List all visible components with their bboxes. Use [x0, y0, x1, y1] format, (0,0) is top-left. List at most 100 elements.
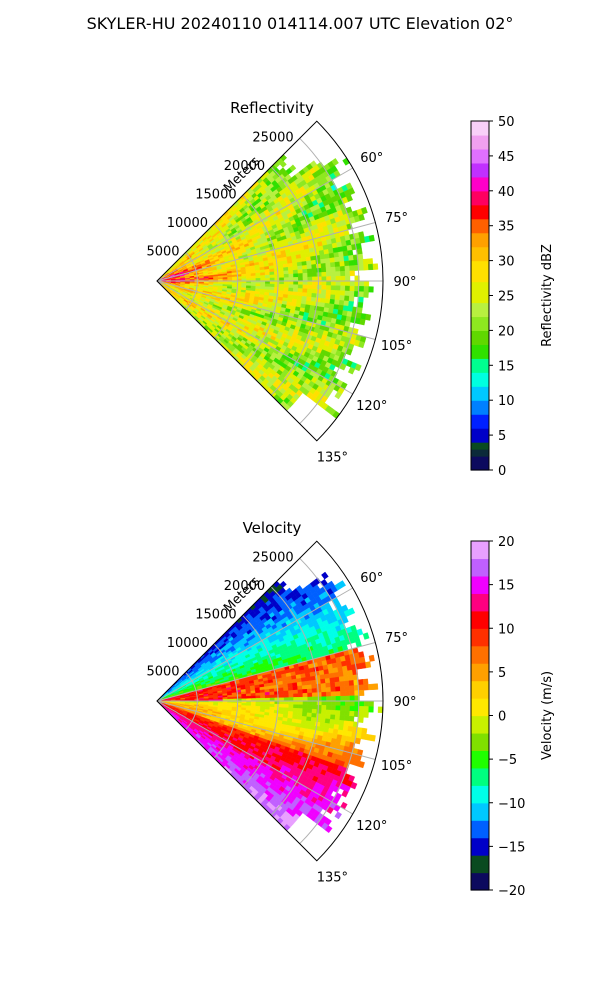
data-cell	[264, 274, 271, 279]
colorbar-tick-label: 20	[498, 324, 515, 339]
data-cell	[283, 686, 289, 692]
data-cell	[255, 283, 261, 287]
data-cell	[283, 266, 289, 272]
data-cell	[260, 692, 266, 696]
data-cell	[357, 253, 364, 261]
data-cell	[315, 713, 322, 719]
data-cell	[345, 275, 351, 282]
data-cell	[296, 681, 303, 687]
colorbar-swatch	[471, 229, 489, 234]
colorbar-tick-label: 30	[498, 255, 515, 270]
data-cell	[288, 277, 294, 282]
data-cell	[283, 707, 289, 712]
colorbar-swatch	[471, 232, 489, 237]
data-cell	[302, 284, 308, 290]
data-field	[156, 571, 384, 834]
data-cell	[316, 284, 322, 290]
data-cell	[307, 272, 313, 278]
data-cell	[264, 703, 271, 708]
data-cell	[340, 280, 346, 287]
data-cell	[335, 275, 341, 282]
colorbar-swatch	[471, 239, 489, 244]
colorbar-swatch	[471, 354, 489, 359]
colorbar-swatch	[471, 197, 489, 202]
data-cell	[311, 292, 317, 298]
colorbar-swatch	[471, 121, 489, 126]
angle-tick-label: 135°	[317, 450, 348, 465]
colorbar-swatch	[471, 344, 489, 349]
data-cell	[315, 259, 322, 265]
data-cell	[358, 296, 364, 303]
colorbar-swatch	[471, 285, 489, 290]
data-cell	[288, 690, 294, 695]
data-cell	[255, 272, 261, 277]
data-cell	[320, 678, 326, 685]
colorbar-swatch	[471, 312, 489, 318]
colorbar-swatch	[471, 169, 489, 174]
data-cell	[342, 305, 349, 312]
data-cell	[269, 274, 275, 279]
colorbar-tick-label: 35	[498, 220, 515, 235]
data-cell	[320, 293, 327, 299]
data-cell	[283, 693, 290, 698]
colorbar-swatch	[471, 208, 489, 213]
data-cell	[330, 280, 337, 286]
colorbar-swatch	[471, 449, 489, 454]
data-cell	[283, 273, 290, 278]
data-cell	[355, 242, 362, 250]
data-cell	[306, 708, 313, 714]
data-cell	[269, 268, 275, 273]
data-cell	[307, 704, 313, 710]
radial-tick-label: 5000	[146, 244, 179, 259]
data-cell	[320, 258, 326, 265]
data-cell	[357, 301, 364, 309]
data-cell	[311, 688, 318, 694]
colorbar-swatch	[471, 127, 489, 133]
data-cell	[325, 687, 332, 693]
colorbar-swatch	[471, 414, 489, 419]
colorbar-swatch	[471, 347, 489, 352]
colorbar-swatch	[471, 260, 489, 265]
data-cell	[307, 276, 313, 282]
data-cell	[264, 691, 271, 696]
data-cell	[264, 271, 271, 276]
data-cell	[344, 285, 351, 292]
data-cell	[296, 261, 303, 267]
colorbar-swatch	[471, 264, 489, 269]
data-cell	[255, 703, 261, 707]
data-cell	[297, 273, 304, 278]
colorbar-swatch	[471, 173, 489, 178]
data-cell	[293, 700, 299, 705]
colorbar-swatch	[471, 159, 489, 164]
data-cell	[316, 272, 322, 278]
data-cell	[314, 254, 321, 261]
data-cell	[288, 704, 294, 709]
data-cell	[358, 264, 365, 271]
data-cell	[297, 276, 304, 282]
data-cell	[325, 289, 332, 295]
colorbar-swatch	[471, 445, 489, 450]
data-cell	[278, 287, 285, 292]
data-cell	[312, 696, 318, 702]
data-cell	[306, 292, 313, 298]
data-cell	[306, 264, 313, 270]
data-cell	[310, 259, 317, 266]
data-cell	[278, 690, 285, 695]
colorbar-swatch	[471, 131, 489, 136]
data-cell	[246, 283, 252, 287]
colorbar-swatch	[471, 218, 489, 223]
colorbar-swatch	[471, 386, 489, 391]
data-cell	[278, 270, 285, 275]
colorbar-tick-label: 45	[498, 150, 515, 165]
data-cell	[283, 697, 289, 702]
data-cell	[255, 692, 261, 697]
data-cell	[363, 264, 369, 271]
data-cell	[311, 692, 318, 698]
colorbar-swatch	[471, 288, 489, 293]
data-cell	[297, 693, 304, 698]
data-cell	[297, 689, 304, 694]
colorbar-swatch	[471, 190, 489, 195]
data-cell	[274, 703, 280, 708]
colorbar-swatch	[471, 424, 489, 429]
data-cell	[312, 700, 318, 706]
